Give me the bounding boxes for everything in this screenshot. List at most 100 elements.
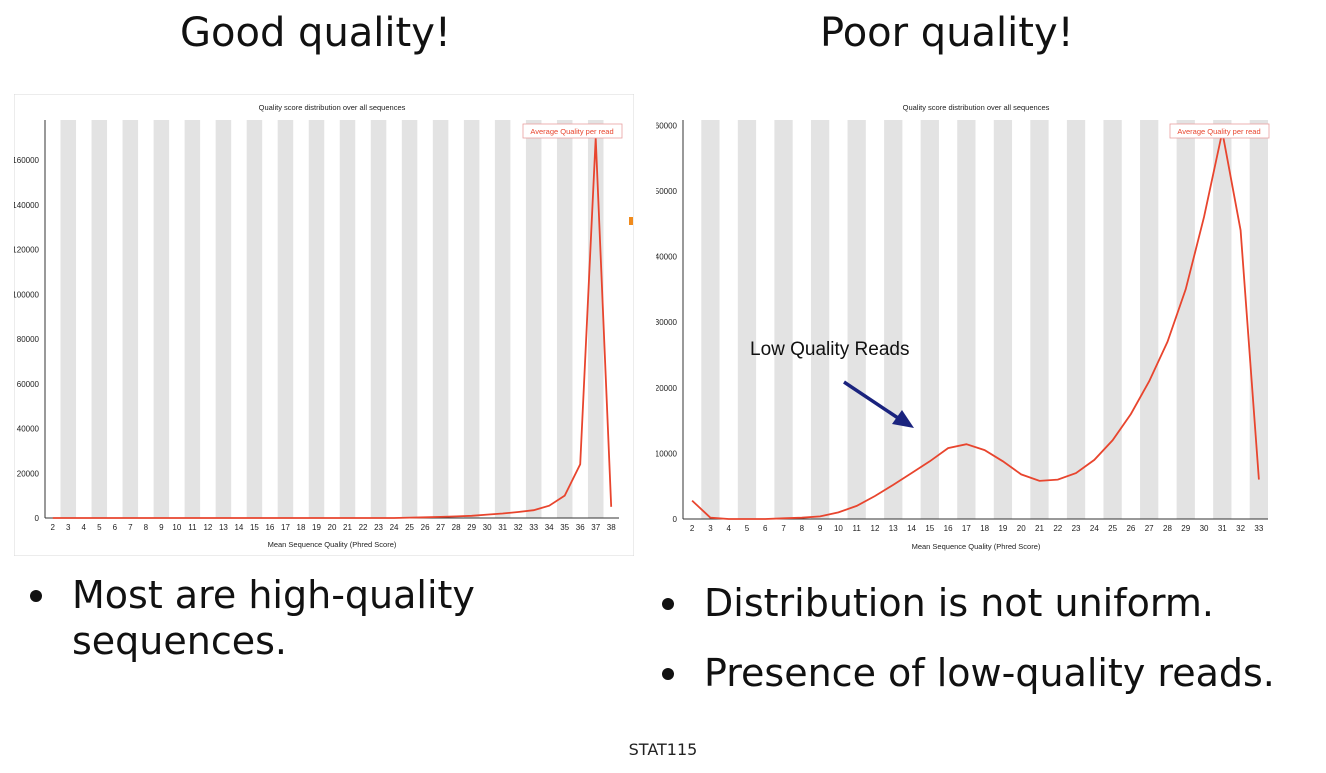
legend: Average Quality per read — [1169, 123, 1270, 139]
grid-band — [993, 120, 1013, 519]
y-tick-label: 30000 — [656, 318, 678, 327]
x-tick-label: 34 — [545, 523, 554, 532]
x-tick-label: 30 — [1200, 524, 1209, 533]
x-tick-label: 25 — [1108, 524, 1117, 533]
x-tick-label: 13 — [219, 523, 228, 532]
y-tick-label: 120000 — [14, 246, 40, 255]
grid-band — [1103, 120, 1122, 519]
x-tick-label: 19 — [312, 523, 321, 532]
x-tick-label: 24 — [1090, 524, 1099, 533]
x-tick-label: 26 — [1126, 524, 1135, 533]
y-tick-label: 60000 — [656, 121, 678, 130]
x-tick-label: 2 — [51, 523, 56, 532]
x-tick-label: 15 — [250, 523, 259, 532]
x-tick-label: 28 — [452, 523, 461, 532]
y-tick-label: 20000 — [656, 384, 678, 393]
x-tick-label: 33 — [529, 523, 538, 532]
grid-band — [1030, 120, 1049, 519]
x-axis-label: Mean Sequence Quality (Phred Score) — [268, 540, 397, 549]
chart-title: Quality score distribution over all sequ… — [259, 103, 406, 112]
x-tick-label: 20 — [328, 523, 337, 532]
grid-band — [184, 120, 201, 518]
left-heading: Good quality! — [180, 10, 451, 56]
grid-band — [774, 120, 793, 519]
bullet-dot — [662, 598, 674, 610]
x-tick-label: 6 — [113, 523, 118, 532]
x-tick-label: 21 — [343, 523, 352, 532]
x-tick-label: 17 — [281, 523, 290, 532]
x-tick-label: 28 — [1163, 524, 1172, 533]
grid-band — [153, 120, 170, 518]
grid-band — [463, 120, 480, 518]
y-tick-label: 0 — [35, 514, 40, 523]
legend: Average Quality per read — [522, 123, 623, 139]
x-tick-label: 32 — [514, 523, 523, 532]
series-line-average-quality — [691, 131, 1260, 520]
x-tick-label: 12 — [203, 523, 212, 532]
arrow-shaft — [843, 380, 905, 424]
grid-band — [1249, 120, 1268, 519]
grid-band — [246, 120, 263, 518]
grid-band — [494, 120, 511, 518]
bullet-text: Distribution is not uniform. — [704, 581, 1214, 625]
x-tick-label: 16 — [944, 524, 953, 533]
x-tick-label: 30 — [483, 523, 492, 532]
x-tick-label: 37 — [591, 523, 600, 532]
grid-band — [1140, 120, 1159, 519]
x-tick-label: 29 — [467, 523, 476, 532]
x-tick-label: 7 — [781, 524, 786, 533]
good-quality-chart: 0 20000 40000 60000 80000 100000 120000 140000 1… — [14, 94, 634, 556]
grid-band — [370, 120, 387, 518]
x-tick-label: 8 — [800, 524, 805, 533]
y-tick-label: 140000 — [14, 201, 40, 210]
grid-band — [432, 120, 449, 518]
x-tick-label: 9 — [159, 523, 164, 532]
x-axis-label: Mean Sequence Quality (Phred Score) — [912, 542, 1041, 551]
legend-label: Average Quality per read — [530, 127, 613, 136]
grid-band — [810, 120, 830, 519]
grid-band — [1176, 120, 1195, 519]
y-tick-label: 100000 — [14, 290, 40, 299]
bullet-item: Presence of low-quality reads. — [654, 650, 1319, 696]
x-tick-label: 13 — [889, 524, 898, 533]
orange-marker — [629, 217, 633, 225]
low-quality-annotation: Low Quality Reads — [750, 339, 909, 360]
x-tick-label: 23 — [374, 523, 383, 532]
x-tick-label: 14 — [907, 524, 916, 533]
grid-band — [122, 120, 139, 518]
x-tick-label: 14 — [234, 523, 243, 532]
footer-label: STAT115 — [628, 740, 698, 759]
grid-band — [525, 120, 542, 518]
grid-band — [60, 120, 77, 518]
x-tick-label: 20 — [1017, 524, 1026, 533]
x-tick-label: 31 — [1218, 524, 1227, 533]
x-tick-label: 9 — [818, 524, 823, 533]
y-tick-label: 80000 — [17, 335, 40, 344]
grid-band — [884, 120, 903, 519]
grid-band — [1066, 120, 1086, 519]
grid-band — [556, 120, 573, 518]
grid-band — [215, 120, 232, 518]
x-tick-label: 11 — [853, 524, 862, 533]
grid-band — [920, 120, 939, 519]
y-tick-label: 10000 — [656, 449, 678, 458]
grid-band — [277, 120, 294, 518]
grid-band — [1213, 120, 1232, 519]
x-tick-label: 6 — [763, 524, 768, 533]
x-tick-label: 18 — [980, 524, 989, 533]
arrow-head — [892, 410, 914, 428]
x-tick-label: 3 — [66, 523, 71, 532]
grid-band — [957, 120, 976, 519]
x-tick-label: 24 — [390, 523, 399, 532]
x-tick-label: 3 — [708, 524, 713, 533]
x-tick-label: 21 — [1035, 524, 1044, 533]
bullet-dot — [30, 590, 42, 602]
bullet-item: Distribution is not uniform. — [654, 580, 1319, 626]
y-tick-label: 20000 — [17, 469, 40, 478]
grid-band — [737, 120, 757, 519]
x-tick-label: 26 — [421, 523, 430, 532]
grid-band — [587, 120, 604, 518]
x-tick-label: 29 — [1181, 524, 1190, 533]
grid-bands — [60, 120, 604, 518]
y-tick-label: 40000 — [656, 253, 678, 262]
